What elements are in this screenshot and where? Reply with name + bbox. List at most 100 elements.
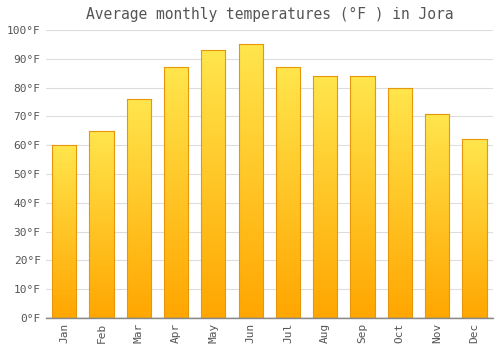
Bar xyxy=(350,139,374,141)
Bar xyxy=(201,315,226,318)
Bar xyxy=(238,52,263,55)
Bar xyxy=(462,197,486,198)
Bar xyxy=(52,285,76,287)
Bar xyxy=(388,302,412,304)
Bar xyxy=(350,255,374,258)
Bar xyxy=(52,292,76,294)
Bar xyxy=(164,306,188,308)
Bar xyxy=(52,245,76,247)
Bar xyxy=(201,208,226,211)
Bar xyxy=(164,285,188,288)
Bar xyxy=(276,275,300,278)
Bar xyxy=(388,288,412,290)
Bar xyxy=(52,157,76,159)
Bar xyxy=(276,163,300,165)
Bar xyxy=(126,163,151,165)
Bar xyxy=(201,109,226,112)
Bar xyxy=(462,295,486,296)
Bar xyxy=(238,116,263,118)
Bar xyxy=(388,115,412,118)
Bar xyxy=(90,260,114,262)
Bar xyxy=(313,149,338,151)
Bar xyxy=(238,269,263,272)
Bar xyxy=(90,144,114,146)
Bar xyxy=(164,225,188,228)
Bar xyxy=(425,144,449,146)
Bar xyxy=(164,83,188,85)
Bar xyxy=(52,195,76,197)
Bar xyxy=(425,312,449,314)
Bar xyxy=(52,282,76,284)
Bar xyxy=(238,148,263,151)
Bar xyxy=(201,176,226,179)
Bar xyxy=(90,286,114,288)
Bar xyxy=(276,210,300,213)
Bar xyxy=(164,143,188,145)
Bar xyxy=(313,91,338,93)
Bar xyxy=(313,243,338,245)
Bar xyxy=(201,291,226,294)
Bar xyxy=(238,91,263,94)
Bar xyxy=(462,181,486,182)
Bar xyxy=(52,268,76,270)
Bar xyxy=(90,301,114,303)
Bar xyxy=(90,282,114,284)
Bar xyxy=(238,58,263,61)
Bar xyxy=(52,316,76,318)
Bar xyxy=(388,258,412,260)
Bar xyxy=(350,158,374,161)
Bar xyxy=(350,238,374,240)
Bar xyxy=(238,132,263,135)
Bar xyxy=(164,270,188,273)
Bar xyxy=(350,262,374,265)
Bar xyxy=(313,207,338,209)
Bar xyxy=(126,169,151,171)
Bar xyxy=(462,188,486,189)
Bar xyxy=(52,228,76,230)
Bar xyxy=(164,183,188,185)
Bar xyxy=(90,277,114,279)
Bar xyxy=(90,228,114,230)
Bar xyxy=(126,130,151,132)
Bar xyxy=(90,213,114,215)
Bar xyxy=(52,164,76,166)
Bar xyxy=(350,250,374,253)
Bar xyxy=(126,184,151,187)
Bar xyxy=(462,191,486,193)
Bar xyxy=(201,235,226,238)
Bar xyxy=(276,92,300,95)
Bar xyxy=(126,279,151,281)
Bar xyxy=(425,287,449,289)
Bar xyxy=(350,236,374,238)
Bar xyxy=(90,159,114,161)
Bar xyxy=(350,183,374,185)
Bar xyxy=(388,262,412,265)
Bar xyxy=(52,209,76,211)
Bar xyxy=(164,75,188,77)
Bar xyxy=(164,208,188,210)
Bar xyxy=(90,185,114,187)
Bar xyxy=(276,178,300,180)
Bar xyxy=(90,148,114,149)
Bar xyxy=(313,115,338,117)
Bar xyxy=(238,299,263,302)
Bar xyxy=(388,272,412,274)
Bar xyxy=(52,149,76,150)
Bar xyxy=(425,224,449,226)
Bar xyxy=(90,262,114,264)
Bar xyxy=(52,202,76,204)
Bar xyxy=(276,170,300,173)
Bar xyxy=(462,256,486,257)
Bar xyxy=(238,97,263,99)
Bar xyxy=(90,243,114,245)
Bar xyxy=(201,117,226,120)
Bar xyxy=(52,313,76,315)
Bar xyxy=(462,280,486,282)
Bar xyxy=(350,204,374,207)
Bar xyxy=(350,134,374,136)
Bar xyxy=(462,159,486,161)
Bar xyxy=(126,147,151,149)
Bar xyxy=(425,230,449,232)
Bar xyxy=(350,207,374,209)
Bar xyxy=(425,152,449,154)
